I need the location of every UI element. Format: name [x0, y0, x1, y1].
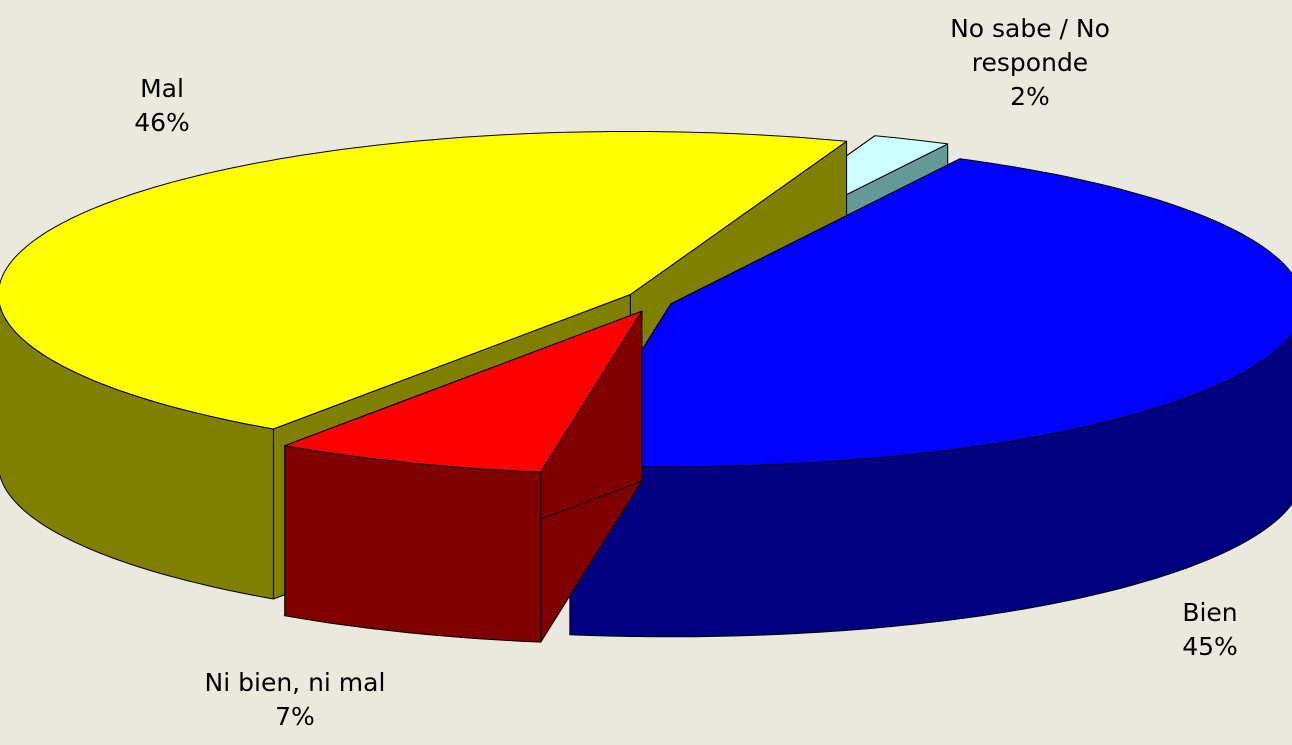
slice-category-label: Mal [140, 74, 184, 103]
slice-value-label: 46% [134, 108, 190, 137]
slice [0, 131, 848, 430]
slice-category-label: Ni bien, ni mal [204, 668, 386, 697]
slice [284, 310, 643, 473]
slice-label: No sabe / No responde 2% [910, 12, 1150, 114]
slice [569, 158, 1292, 468]
slice-label: Bien 45% [1080, 596, 1292, 664]
slice-label: Ni bien, ni mal 7% [165, 666, 425, 734]
slice-value-label: 2% [1010, 82, 1050, 111]
slice-value-label: 45% [1182, 632, 1238, 661]
slice-value-label: 7% [275, 702, 315, 731]
slice-category-label: No sabe / No responde [950, 14, 1110, 77]
slice-label: Mal 46% [32, 72, 292, 140]
slice-category-label: Bien [1182, 598, 1238, 627]
slice-wall [284, 445, 542, 643]
